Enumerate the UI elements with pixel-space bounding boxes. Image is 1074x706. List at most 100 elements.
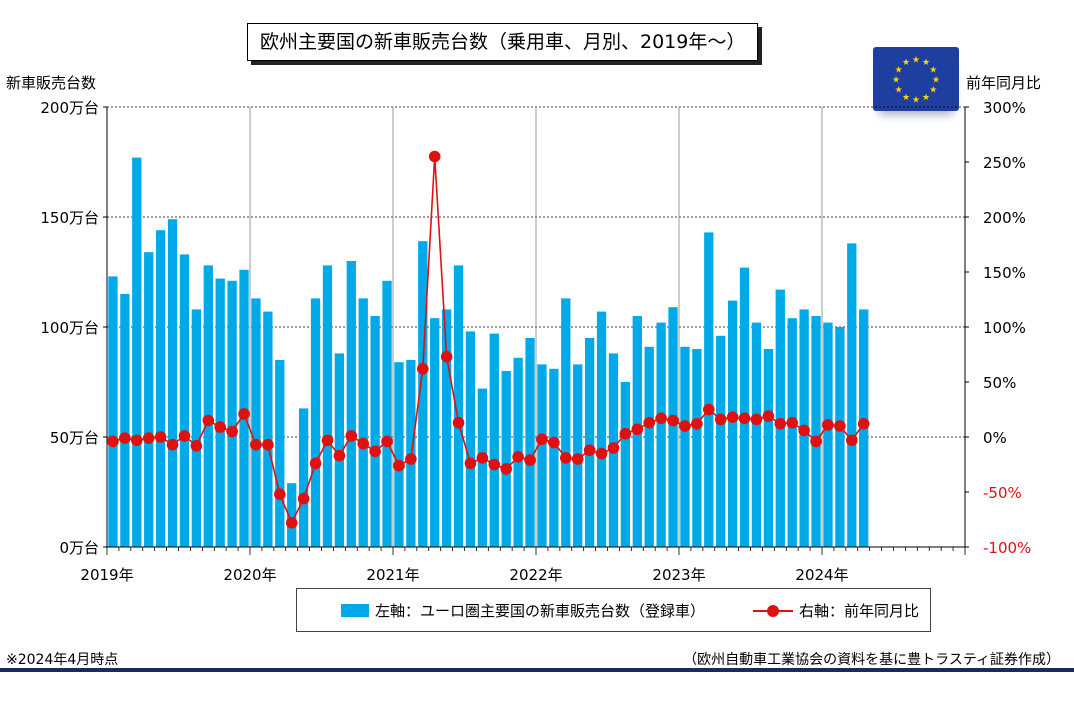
sales-bar [203, 265, 213, 547]
sales-bar [680, 346, 690, 547]
sales-bar [167, 219, 178, 547]
yoy-point [190, 440, 203, 452]
legend-item-sales: 左軸：ユーロ圏主要国の新車販売台数（登録車） [341, 600, 705, 621]
legend-item-yoy: 右軸：前年同月比 [753, 600, 919, 621]
yoy-point [250, 438, 262, 451]
yoy-point [702, 403, 715, 416]
sales-bar [823, 322, 833, 547]
sales-bar [132, 157, 142, 547]
sales-bar [716, 335, 726, 547]
legend-bar-label: 左軸：ユーロ圏主要国の新車販売台数（登録車） [375, 602, 706, 620]
yoy-point [619, 427, 632, 440]
yoy-point [512, 451, 524, 463]
flag-star-icon: ★ [929, 66, 937, 76]
right-tick-label: 50% [983, 374, 1016, 392]
sales-bar [787, 318, 797, 547]
left-tick-label: 100万台 [40, 319, 99, 337]
sales-bar [191, 309, 202, 547]
yoy-point [857, 418, 870, 430]
left-tick-label: 150万台 [40, 209, 99, 227]
sales-bar [561, 298, 571, 547]
sales-bar [739, 267, 750, 547]
yoy-point [107, 435, 119, 448]
yoy-point [607, 442, 620, 454]
yoy-point [226, 425, 238, 438]
sales-bar [811, 316, 821, 547]
yoy-point [202, 414, 215, 427]
left-axis-title: 新車販売台数 [6, 74, 97, 92]
sales-bar [179, 254, 190, 547]
yoy-point [476, 452, 489, 464]
x-tick-label: 2022年 [509, 566, 562, 584]
yoy-point [655, 412, 667, 425]
yoy-point [559, 452, 572, 464]
sales-bar [489, 333, 499, 547]
flag-star-icon: ★ [892, 76, 900, 86]
yoy-point [178, 430, 191, 442]
sales-bar [394, 362, 404, 547]
yoy-point [810, 435, 822, 448]
sales-bar [441, 309, 452, 547]
flag-star-icon: ★ [902, 93, 910, 103]
right-tick-label: -50% [983, 484, 1022, 502]
yoy-point [381, 435, 393, 448]
yoy-point [774, 418, 787, 430]
yoy-point [166, 438, 179, 451]
yoy-point [631, 423, 644, 436]
sales-bar [525, 338, 535, 547]
left-tick-label: 200万台 [40, 99, 99, 117]
legend-bar-swatch [341, 604, 369, 617]
sales-bar [310, 298, 321, 547]
sales-bar [120, 294, 130, 547]
flag-star-icon: ★ [895, 66, 903, 76]
flag-star-icon: ★ [932, 76, 940, 86]
flag-star-icon: ★ [922, 58, 930, 68]
sales-chart: 0万台 50万台 100万台 150万台 200万台 -100% -50% 0% 50% 100%… [40, 99, 1031, 584]
sales-bar [847, 243, 857, 547]
yoy-point [154, 431, 167, 443]
yoy-point [321, 434, 334, 447]
sales-bar [596, 311, 607, 547]
right-tick-label: 150% [983, 264, 1026, 282]
yoy-point [548, 436, 560, 449]
yoy-point [822, 419, 834, 431]
left-tick-label: 0万台 [59, 539, 99, 557]
right-axis-title: 前年同月比 [966, 74, 1042, 92]
yoy-point [524, 454, 536, 466]
x-tick-label: 2024年 [795, 566, 848, 584]
flag-star-icon: ★ [912, 96, 920, 106]
sales-bar [298, 408, 309, 547]
data-date-note: ※2024年4月時点 [6, 652, 119, 668]
yoy-point [309, 457, 322, 470]
yoy-point [262, 438, 274, 451]
sales-bar [275, 360, 285, 547]
yoy-point [357, 437, 370, 450]
yoy-point [345, 430, 358, 442]
x-tick-label: 2021年 [366, 566, 419, 584]
sales-bar [382, 280, 392, 547]
flag-star-icon: ★ [912, 56, 920, 66]
yoy-point [452, 416, 465, 429]
sales-bar [584, 338, 595, 547]
sales-bar [453, 265, 464, 547]
yoy-point [691, 418, 703, 430]
sales-bar [263, 311, 273, 547]
right-tick-label: 100% [983, 319, 1026, 337]
sales-bar [430, 318, 440, 547]
right-tick-label: 200% [983, 209, 1026, 227]
yoy-point [440, 350, 453, 363]
right-tick-label: -100% [983, 539, 1031, 557]
yoy-point [464, 457, 477, 470]
sales-bar [477, 388, 488, 547]
sales-bar [155, 230, 166, 547]
sales-bar [227, 280, 237, 547]
sales-bar [763, 349, 774, 547]
yoy-point [643, 416, 656, 429]
yoy-point [297, 492, 310, 505]
left-tick-label: 50万台 [50, 429, 99, 447]
yoy-point [571, 453, 584, 465]
x-tick-label: 2019年 [80, 566, 133, 584]
sales-bar [370, 316, 380, 547]
sales-bar [144, 252, 154, 547]
sales-bar [537, 364, 547, 547]
